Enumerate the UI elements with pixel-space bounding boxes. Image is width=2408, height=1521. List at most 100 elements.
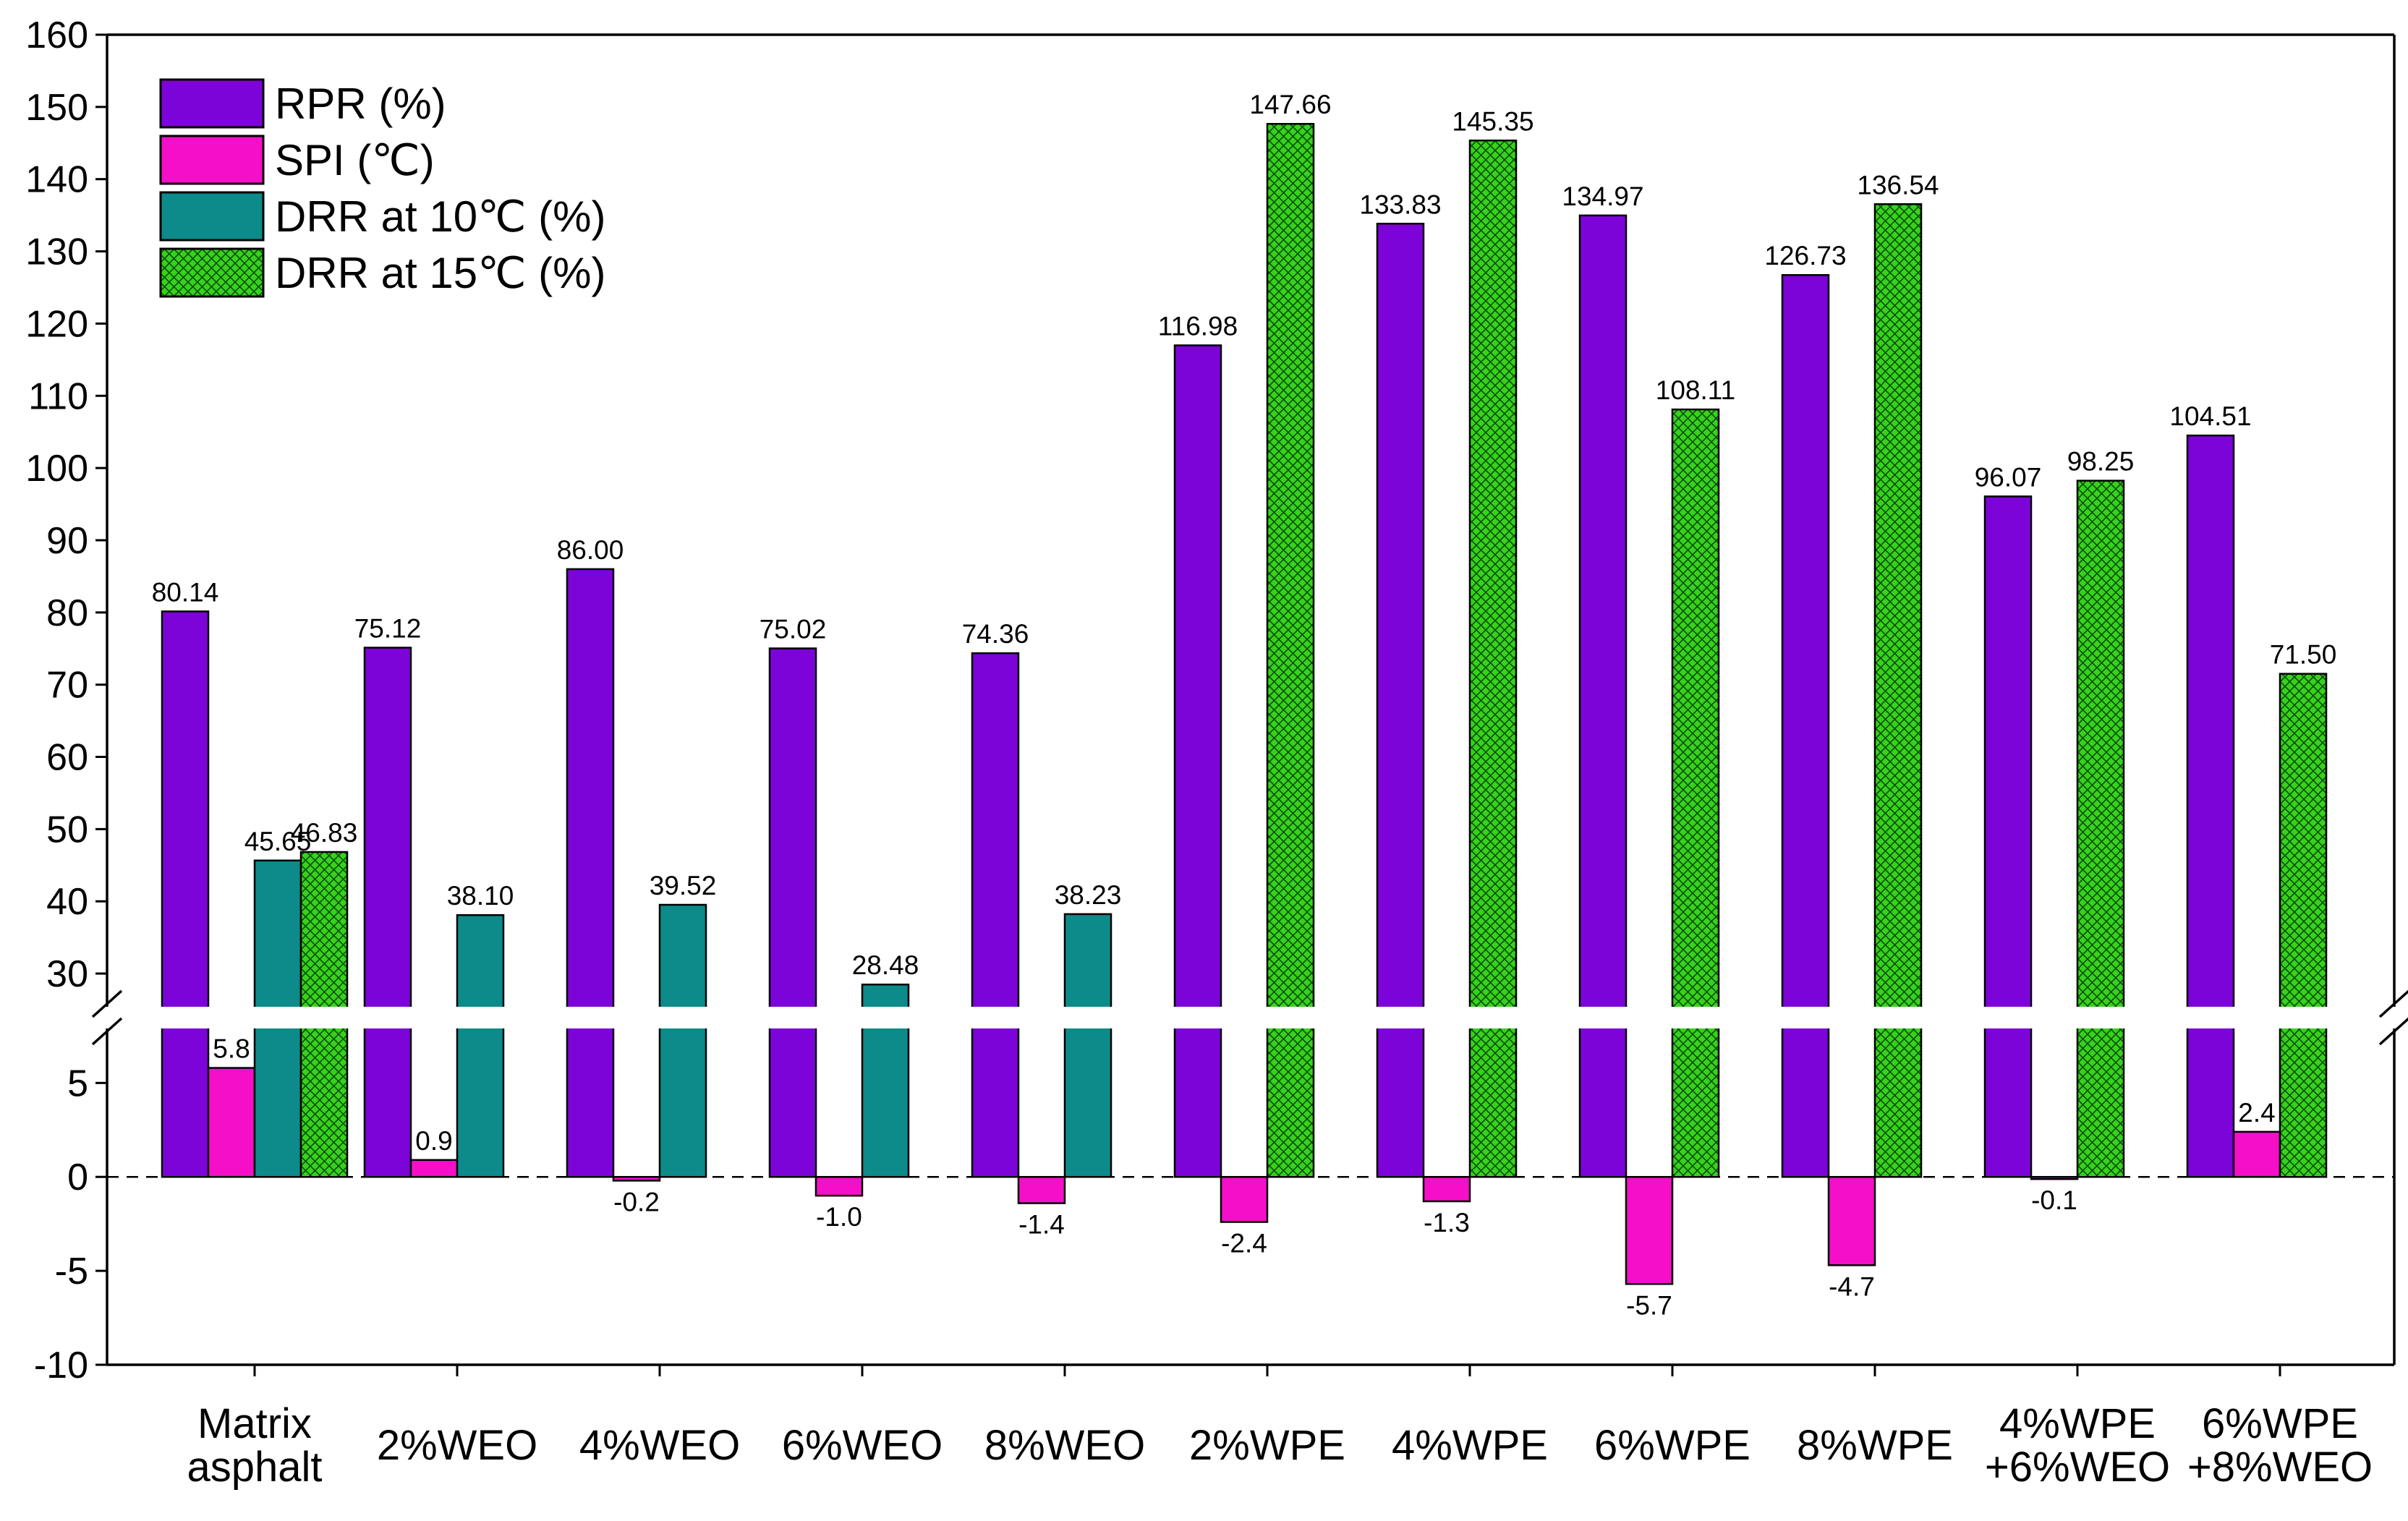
data-label: -0.1 — [2031, 1185, 2077, 1215]
bar-lower-part — [1580, 1028, 1626, 1177]
bar-lower-part — [365, 1028, 411, 1177]
category-label: 2%WEO — [377, 1422, 537, 1469]
bar-lower-part — [1470, 1028, 1516, 1177]
bar-lower-part — [301, 1028, 347, 1177]
data-label: 86.00 — [557, 535, 624, 565]
category-label: 4%WEO — [579, 1422, 740, 1469]
bar-lower-part — [770, 1028, 816, 1177]
category-label: +8%WEO — [2187, 1444, 2373, 1491]
bar — [208, 1068, 255, 1177]
category-label: 8%WPE — [1797, 1422, 1953, 1469]
data-label: -0.2 — [613, 1187, 660, 1217]
bar — [1221, 1177, 1267, 1222]
y-tick-label: 30 — [46, 953, 88, 995]
legend-swatch — [161, 192, 263, 240]
y-tick-label: 0 — [67, 1156, 88, 1198]
data-label: 96.07 — [1975, 462, 2042, 492]
legend-label: DRR at 15℃ (%) — [275, 249, 605, 297]
data-label: 116.98 — [1158, 312, 1238, 341]
data-label: 134.97 — [1562, 182, 1643, 211]
bar-lower-part — [972, 1028, 1018, 1177]
category-label: 4%WPE — [1999, 1400, 2156, 1447]
bar — [1672, 409, 1719, 1007]
bar — [2234, 1132, 2280, 1177]
bar — [972, 653, 1018, 1007]
axis-break-band — [109, 1007, 2393, 1028]
legend-label: DRR at 10℃ (%) — [275, 192, 605, 241]
data-label: -1.3 — [1424, 1208, 1470, 1237]
bar — [1377, 223, 1424, 1007]
data-label: 46.83 — [291, 818, 358, 848]
data-label: 74.36 — [962, 619, 1029, 649]
legend-swatch — [161, 136, 263, 184]
bar-lower-part — [1377, 1028, 1424, 1177]
category-label: 6%WEO — [782, 1422, 943, 1469]
data-label: 0.9 — [415, 1126, 452, 1156]
bar — [1267, 124, 1314, 1007]
y-tick-label: 5 — [67, 1062, 88, 1104]
bar — [2077, 481, 2124, 1007]
bar — [2280, 674, 2326, 1007]
data-label: 98.25 — [2067, 447, 2135, 477]
data-label: 5.8 — [213, 1034, 250, 1064]
bar-lower-part — [2077, 1028, 2124, 1177]
bar — [567, 569, 613, 1007]
y-tick-label: 60 — [46, 737, 88, 779]
category-label: 6%WPE — [1594, 1422, 1750, 1469]
bar-lower-part — [1175, 1028, 1221, 1177]
bar — [457, 915, 503, 1007]
data-label: 147.66 — [1249, 90, 1331, 119]
y-tick-label: 90 — [46, 520, 88, 562]
bar-chart: 80.145.845.6546.83Matrixasphalt75.120.93… — [0, 0, 2408, 1521]
bar-lower-part — [2280, 1028, 2326, 1177]
legend-swatch — [161, 249, 263, 297]
data-label: -4.7 — [1829, 1271, 1875, 1301]
y-tick-label: 160 — [25, 14, 88, 56]
data-label: 2.4 — [2238, 1098, 2275, 1128]
data-label: -2.4 — [1221, 1229, 1267, 1258]
bar-lower-part — [1267, 1028, 1314, 1177]
bar — [301, 852, 347, 1007]
legend-label: SPI (℃) — [275, 136, 435, 184]
bar — [862, 984, 909, 1007]
bar-lower-part — [255, 1028, 301, 1177]
y-tick-label: 110 — [28, 375, 88, 417]
y-tick-label: 130 — [25, 231, 88, 273]
data-label: -5.7 — [1626, 1290, 1672, 1320]
bar-lower-part — [1875, 1028, 1921, 1177]
bar-lower-part — [1672, 1028, 1719, 1177]
bar — [1829, 1177, 1875, 1265]
bar — [411, 1160, 457, 1177]
y-tick-label: -10 — [34, 1345, 88, 1386]
bar — [1424, 1177, 1470, 1201]
data-label: 39.52 — [650, 871, 717, 900]
bar — [1470, 140, 1516, 1007]
data-label: -1.4 — [1018, 1210, 1065, 1240]
data-label: 145.35 — [1452, 106, 1533, 136]
bar — [1782, 275, 1829, 1007]
data-label: 38.10 — [447, 881, 514, 911]
data-label: 104.51 — [2169, 401, 2251, 431]
bar-lower-part — [660, 1028, 706, 1177]
bar-lower-part — [1782, 1028, 1829, 1177]
bar-lower-part — [567, 1028, 613, 1177]
category-label: +6%WEO — [1985, 1444, 2170, 1491]
category-label: asphalt — [187, 1444, 322, 1491]
bar — [1175, 346, 1221, 1007]
bar — [255, 861, 301, 1007]
data-label: 38.23 — [1055, 880, 1122, 910]
category-label: 2%WPE — [1189, 1422, 1345, 1469]
y-tick-label: 40 — [46, 881, 88, 923]
bar-lower-part — [1065, 1028, 1111, 1177]
data-label: 75.02 — [760, 615, 827, 644]
bar — [660, 905, 706, 1007]
data-label: 126.73 — [1764, 241, 1846, 270]
bar-lower-part — [457, 1028, 503, 1177]
y-tick-label: 140 — [25, 159, 88, 201]
category-label: 6%WPE — [2202, 1400, 2358, 1447]
category-label: 8%WEO — [984, 1422, 1145, 1469]
legend-swatch — [161, 80, 263, 127]
bar — [2187, 435, 2234, 1007]
y-tick-label: 150 — [25, 87, 88, 129]
data-label: 108.11 — [1656, 375, 1735, 405]
